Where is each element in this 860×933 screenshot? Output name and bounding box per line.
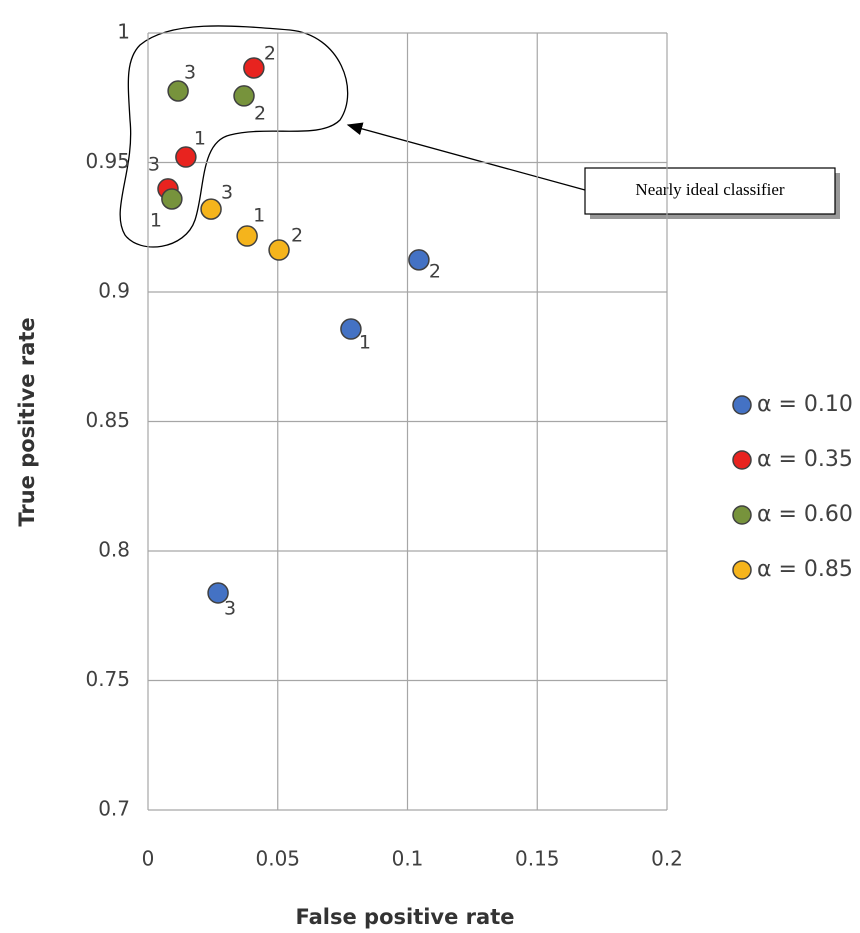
point [236, 225, 258, 247]
point [340, 318, 362, 340]
point [268, 239, 290, 261]
y-tick-label: 0.95 [85, 149, 130, 173]
x-tick-label: 0.05 [255, 847, 300, 871]
point-label: 3 [224, 597, 236, 619]
point [408, 249, 430, 271]
legend-marker [732, 505, 752, 525]
point [175, 146, 197, 168]
legend-label: α = 0.60 [757, 502, 853, 527]
x-axis-title: False positive rate [296, 905, 515, 929]
point-label: 3 [184, 62, 196, 84]
legend-label: α = 0.35 [757, 447, 853, 472]
y-tick-label: 0.75 [85, 667, 130, 691]
point-label: 1 [194, 128, 206, 150]
point [207, 582, 229, 604]
legend-marker [732, 395, 752, 415]
point-label: 1 [253, 205, 265, 227]
point-label: 2 [429, 260, 441, 282]
legend-label: α = 0.10 [757, 392, 853, 417]
point-label: 2 [264, 42, 276, 64]
legend-label: α = 0.85 [757, 557, 853, 582]
point-label: 3 [221, 182, 233, 204]
y-tick-label: 1 [117, 20, 130, 44]
x-tick-label: 0.2 [651, 847, 683, 871]
y-tick-label: 0.85 [85, 408, 130, 432]
x-tick-label: 0 [142, 847, 155, 871]
y-tick-label: 0.9 [98, 279, 130, 303]
point [200, 198, 222, 220]
y-axis-title: True positive rate [15, 317, 39, 526]
point-label: 1 [359, 332, 371, 354]
legend-marker [732, 560, 752, 580]
point [161, 188, 183, 210]
point-label: 3 [148, 153, 160, 175]
point [243, 57, 265, 79]
x-tick-label: 0.15 [515, 847, 560, 871]
point-label: 1 [150, 210, 162, 232]
point [233, 85, 255, 107]
annotation-arrow [346, 122, 586, 191]
point [167, 80, 189, 102]
annotation-box [584, 167, 836, 215]
annotation-text: Nearly ideal classifier [635, 180, 784, 199]
y-tick-label: 0.8 [98, 538, 130, 562]
legend-marker [732, 450, 752, 470]
point-label: 2 [254, 102, 266, 124]
highlight-loop [119, 25, 349, 248]
point-label: 2 [291, 225, 303, 247]
x-tick-label: 0.1 [392, 847, 424, 871]
y-tick-label: 0.7 [98, 797, 130, 821]
